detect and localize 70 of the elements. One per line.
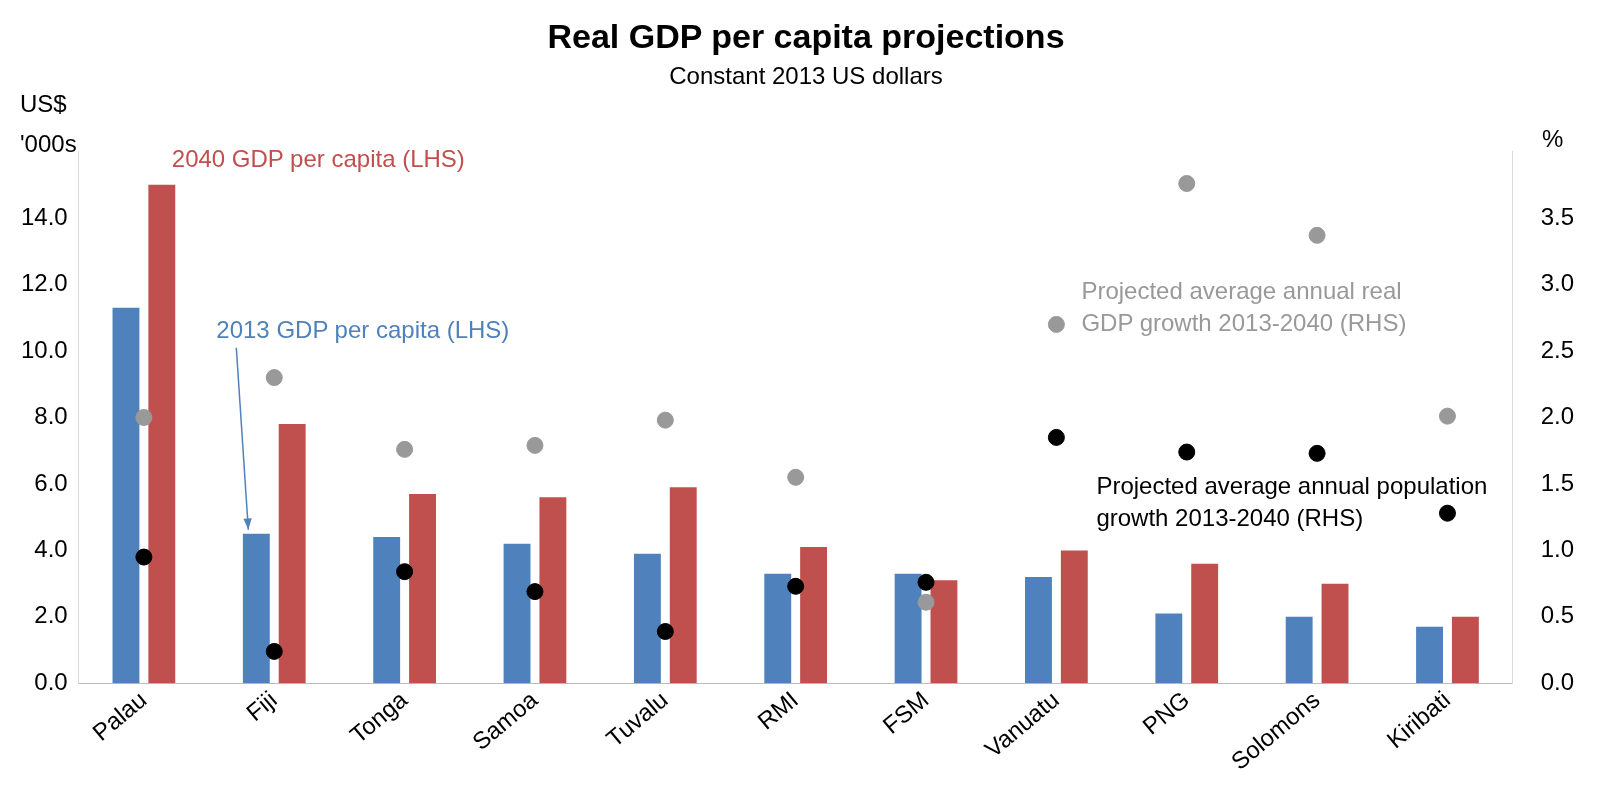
point bbox=[396, 440, 414, 458]
point bbox=[787, 468, 805, 486]
point bbox=[1438, 407, 1456, 425]
y2-tick-label: 1.0 bbox=[1540, 535, 1575, 563]
bar bbox=[1025, 576, 1052, 684]
point bbox=[787, 577, 805, 595]
point bbox=[1047, 428, 1065, 446]
bar bbox=[1451, 616, 1479, 684]
y-tick-label: 10.0 bbox=[20, 335, 68, 363]
point bbox=[1308, 226, 1326, 244]
chart-subtitle: Constant 2013 US dollars bbox=[669, 61, 943, 89]
bar bbox=[503, 543, 531, 684]
bar bbox=[1416, 626, 1443, 684]
x-tick-label: Fiji bbox=[240, 685, 282, 726]
x-tick-label: RMI bbox=[752, 685, 804, 735]
point bbox=[917, 593, 935, 611]
y2-axis-title: % bbox=[1541, 124, 1564, 152]
point bbox=[656, 411, 674, 429]
point bbox=[265, 369, 283, 387]
chart-title: Real GDP per capita projections bbox=[547, 16, 1065, 55]
point bbox=[1438, 504, 1456, 522]
bar bbox=[764, 573, 792, 684]
bar bbox=[409, 493, 436, 684]
y-axis-title: US$ '000s bbox=[20, 89, 77, 157]
y2-tick-label: 3.5 bbox=[1540, 202, 1575, 230]
y2-tick-label: 0.0 bbox=[1540, 667, 1575, 695]
bar bbox=[1060, 550, 1088, 684]
y-tick-label: 0.0 bbox=[34, 667, 68, 695]
series-label: Projected average annual real GDP growth 2013-2040 (RHS) bbox=[1081, 277, 1407, 337]
y-tick-label: 4.0 bbox=[34, 535, 68, 563]
bar bbox=[278, 424, 306, 684]
series-label: Projected average annual population growth 2013-2040 (RHS) bbox=[1096, 472, 1488, 532]
bar bbox=[148, 184, 176, 684]
text: 2013 GDP per capita (LHS) bbox=[216, 316, 510, 344]
point bbox=[135, 548, 153, 566]
bar bbox=[1285, 616, 1313, 684]
y2-tick-label: 2.5 bbox=[1540, 335, 1575, 363]
point bbox=[917, 573, 935, 591]
point bbox=[396, 563, 414, 581]
bar bbox=[1321, 583, 1349, 684]
point bbox=[1178, 175, 1196, 192]
bar bbox=[894, 573, 922, 684]
bar bbox=[373, 537, 401, 684]
y-tick-label: 14.0 bbox=[20, 202, 68, 230]
bar bbox=[112, 307, 140, 684]
point bbox=[526, 583, 544, 601]
point bbox=[1047, 315, 1065, 333]
point bbox=[526, 436, 544, 454]
bar bbox=[800, 547, 828, 684]
bar bbox=[539, 497, 567, 684]
bar bbox=[1191, 563, 1219, 684]
y2-tick-label: 1.5 bbox=[1540, 468, 1575, 496]
bar bbox=[669, 487, 697, 684]
point bbox=[135, 408, 153, 426]
bar bbox=[930, 580, 958, 684]
point bbox=[1178, 443, 1196, 461]
y-tick-label: 6.0 bbox=[34, 468, 68, 496]
bar bbox=[1155, 613, 1183, 684]
y-tick-label: 2.0 bbox=[34, 601, 68, 629]
y2-tick-label: 0.5 bbox=[1540, 601, 1575, 629]
y-tick-label: 8.0 bbox=[34, 402, 68, 430]
point bbox=[265, 642, 283, 660]
y-tick-label: 12.0 bbox=[20, 269, 68, 297]
bar bbox=[242, 533, 270, 684]
point bbox=[656, 622, 674, 640]
point bbox=[1308, 444, 1326, 462]
bar bbox=[633, 553, 661, 684]
series-label: 2040 GDP per capita (LHS) bbox=[171, 145, 465, 173]
y2-tick-label: 2.0 bbox=[1540, 402, 1575, 430]
y2-tick-label: 3.0 bbox=[1540, 269, 1575, 297]
